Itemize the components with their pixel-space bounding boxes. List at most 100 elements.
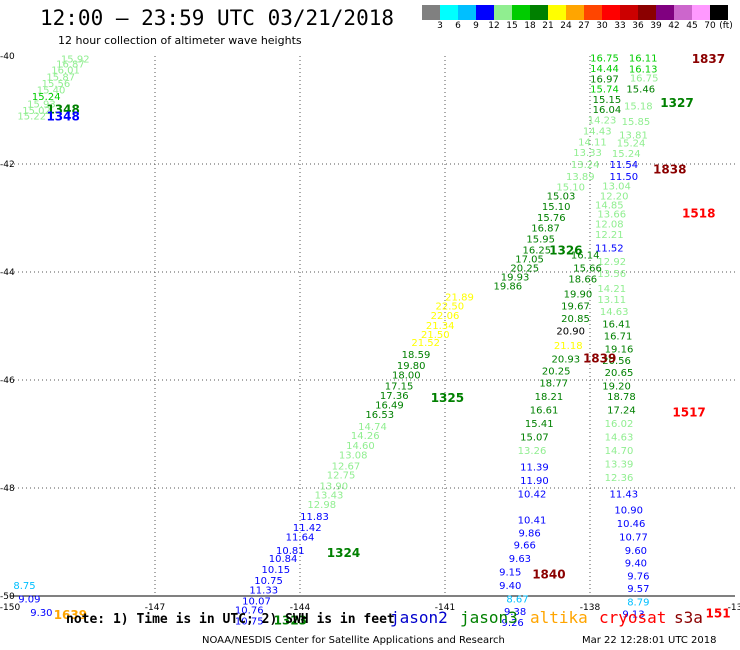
data-point: 12.20: [600, 191, 629, 202]
data-point: 16.41: [602, 319, 631, 330]
data-point: 18.21: [535, 392, 564, 403]
data-point: 13.04: [602, 182, 631, 193]
y-tick-label: -42: [0, 160, 15, 170]
track-time-label: 1348: [46, 102, 79, 116]
data-point: 13.81: [619, 130, 648, 141]
data-point: 9.26: [502, 618, 524, 629]
data-point: 16.49: [375, 400, 404, 411]
data-point: 19.80: [397, 361, 426, 372]
data-point: 14.60: [346, 441, 375, 452]
data-point: 16.75: [630, 74, 659, 85]
legend-s3a: s3a: [674, 608, 703, 627]
data-point: 16.87: [56, 60, 85, 71]
data-point: 11.83: [300, 512, 329, 523]
data-point: 15.56: [42, 79, 71, 90]
data-point: 15.22: [17, 111, 46, 122]
data-point: 15.02: [22, 106, 51, 117]
data-point: 10.76: [235, 606, 264, 617]
data-point: 15.18: [624, 102, 653, 113]
data-point: 20.93: [552, 354, 581, 365]
data-point: 13.39: [605, 460, 634, 471]
scale-swatch: [638, 5, 656, 20]
data-point: 16.02: [605, 419, 634, 430]
scale-label: 42: [668, 21, 680, 31]
data-point: 21.89: [445, 292, 474, 303]
data-point: 9.30: [30, 608, 52, 619]
scale-label: 24: [560, 21, 572, 31]
data-point: 21.18: [554, 341, 583, 352]
data-point: 10.07: [242, 596, 271, 607]
data-point: 19.86: [494, 282, 523, 293]
data-point: 11.50: [610, 172, 639, 183]
data-point: 13.90: [320, 481, 349, 492]
data-point: 11.54: [610, 160, 639, 171]
data-point: 17.15: [385, 381, 414, 392]
data-point: 21.52: [411, 338, 440, 349]
data-point: 20.25: [510, 264, 539, 275]
data-point: 16.11: [629, 54, 658, 65]
data-point: 16.04: [593, 105, 622, 116]
data-point: 11.90: [520, 476, 549, 487]
data-point: 10.41: [518, 515, 547, 526]
data-point: 21.34: [426, 321, 455, 332]
track-time-label: 1839: [583, 351, 616, 365]
legend-jason2: jason2: [390, 608, 448, 627]
credit-text: NOAA/NESDIS Center for Satellite Applica…: [202, 635, 505, 646]
x-tick-label: -13: [728, 603, 740, 613]
data-point: 15.66: [573, 264, 602, 275]
legend-jason3: jason3: [460, 608, 518, 627]
data-point: 9.66: [514, 541, 536, 552]
scale-swatch: [548, 5, 566, 20]
data-point: 15.07: [520, 433, 549, 444]
data-point: 13.33: [573, 148, 602, 159]
data-point: 16.14: [571, 251, 600, 262]
scale-label: 6: [455, 21, 461, 31]
data-point: 21.50: [421, 330, 450, 341]
data-point: 18.78: [607, 392, 636, 403]
data-point: 16.25: [523, 245, 552, 256]
y-tick-label: -46: [0, 376, 15, 386]
data-point: 13.26: [518, 446, 547, 457]
data-point: 13.56: [597, 269, 626, 280]
scale-label: 18: [524, 21, 536, 31]
data-point: 14.23: [588, 116, 617, 127]
scale-label: 36: [632, 21, 644, 31]
data-point: 15.03: [547, 191, 576, 202]
data-point: 11.52: [595, 244, 624, 255]
data-point: 9.09: [18, 595, 40, 606]
scale-swatch: [692, 5, 710, 20]
x-tick-label: -138: [580, 603, 601, 613]
data-point: 13.89: [566, 172, 595, 183]
legend-cryosat: cryosat: [599, 608, 667, 627]
color-scale-labels: 3 6 9 12 15 18 21 24 27 30 33 36 39 42 45 70 (ft): [422, 21, 738, 33]
data-point: 14.74: [358, 422, 387, 433]
data-point: 15.93: [27, 100, 56, 111]
scale-unit: (ft): [719, 21, 733, 31]
data-point: 10.15: [262, 565, 291, 576]
scale-swatch: [620, 5, 638, 20]
data-point: 13.24: [571, 160, 600, 171]
data-point: 9.86: [518, 528, 540, 539]
scale-swatch: [458, 5, 476, 20]
track-time-label: 1840: [532, 567, 565, 581]
data-point: 16.71: [604, 332, 633, 343]
data-point: 12.08: [595, 219, 624, 230]
scale-swatch: [602, 5, 620, 20]
data-point: 14.63: [600, 307, 629, 318]
data-point: 13.43: [315, 490, 344, 501]
data-point: 12.21: [595, 230, 624, 241]
chart-data-points: 15.9216.8716.0115.8715.5615.4015.2415.93…: [13, 54, 658, 629]
scale-label: 15: [506, 21, 518, 31]
scale-swatch: [710, 5, 728, 20]
data-point: 20.85: [561, 314, 590, 325]
data-point: 10.90: [614, 506, 643, 517]
data-point: 10.84: [269, 554, 298, 565]
chart-tick-labels: -150 -147 -144 -141 -138 -13 -40 -42 -44 -46 -48 -5…: [0, 52, 740, 613]
data-point: 12.98: [307, 500, 336, 511]
data-point: 9.60: [625, 546, 647, 557]
scale-swatch: [476, 5, 494, 20]
data-point: 15.87: [46, 73, 75, 84]
data-point: 15.74: [590, 84, 619, 95]
color-scale-bar: [422, 5, 728, 20]
scale-label: 70: [704, 21, 716, 31]
